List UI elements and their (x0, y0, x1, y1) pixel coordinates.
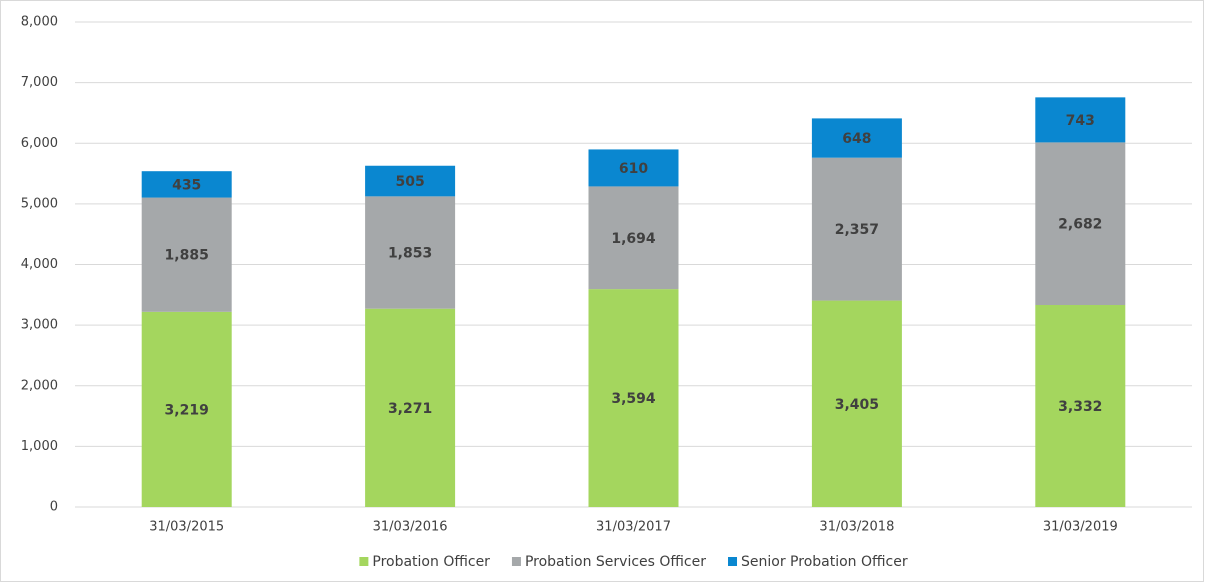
x-tick-label: 31/03/2016 (373, 520, 448, 535)
legend-swatch (511, 557, 521, 566)
data-label: 743 (1066, 113, 1095, 129)
y-tick-label: 3,000 (21, 318, 58, 333)
bar-segment (365, 196, 456, 309)
bar-segment (588, 149, 679, 187)
y-tick-label: 0 (50, 500, 58, 515)
y-tick-label: 7,000 (21, 75, 58, 90)
y-tick-label: 4,000 (21, 257, 58, 272)
bar-segment (1035, 304, 1126, 507)
data-label: 3,332 (1058, 399, 1102, 415)
data-label: 3,594 (611, 391, 656, 407)
x-tick-label: 31/03/2017 (596, 520, 671, 535)
bar-segment (1035, 142, 1126, 305)
legend-label: Probation Services Officer (525, 554, 706, 570)
x-tick-label: 31/03/2019 (1043, 520, 1118, 535)
bar-segment (811, 300, 902, 507)
data-label: 3,405 (835, 397, 879, 413)
data-label: 610 (619, 161, 648, 177)
data-label: 3,219 (165, 402, 209, 418)
y-tick-label: 2,000 (21, 378, 58, 393)
bar-segment (588, 289, 679, 507)
y-tick-label: 6,000 (21, 136, 58, 151)
data-label: 1,885 (165, 248, 209, 264)
bar-segment (1035, 97, 1126, 143)
data-label: 648 (842, 131, 871, 147)
y-tick-label: 1,000 (21, 439, 58, 454)
bar-segment (811, 157, 902, 301)
bar-segment (141, 311, 232, 507)
data-label: 505 (395, 174, 424, 190)
y-tick-label: 8,000 (21, 15, 58, 30)
bar-segment (365, 165, 456, 197)
bar-segment (141, 197, 232, 312)
data-label: 1,694 (611, 231, 656, 247)
legend-swatch (728, 557, 738, 566)
bar-segment (588, 186, 679, 290)
data-label: 435 (172, 177, 201, 193)
data-label: 1,853 (388, 246, 432, 262)
bar-segment (811, 118, 902, 158)
bar-segment (365, 308, 456, 507)
legend-swatch (359, 557, 369, 566)
bar-segment (141, 171, 232, 198)
data-label: 2,357 (835, 222, 879, 238)
legend-label: Senior Probation Officer (741, 554, 908, 570)
legend-label: Probation Officer (372, 554, 490, 570)
y-tick-label: 5,000 (21, 196, 58, 211)
data-label: 3,271 (388, 401, 432, 417)
x-tick-label: 31/03/2015 (149, 520, 224, 535)
data-label: 2,682 (1058, 217, 1102, 233)
x-tick-label: 31/03/2018 (819, 520, 894, 535)
